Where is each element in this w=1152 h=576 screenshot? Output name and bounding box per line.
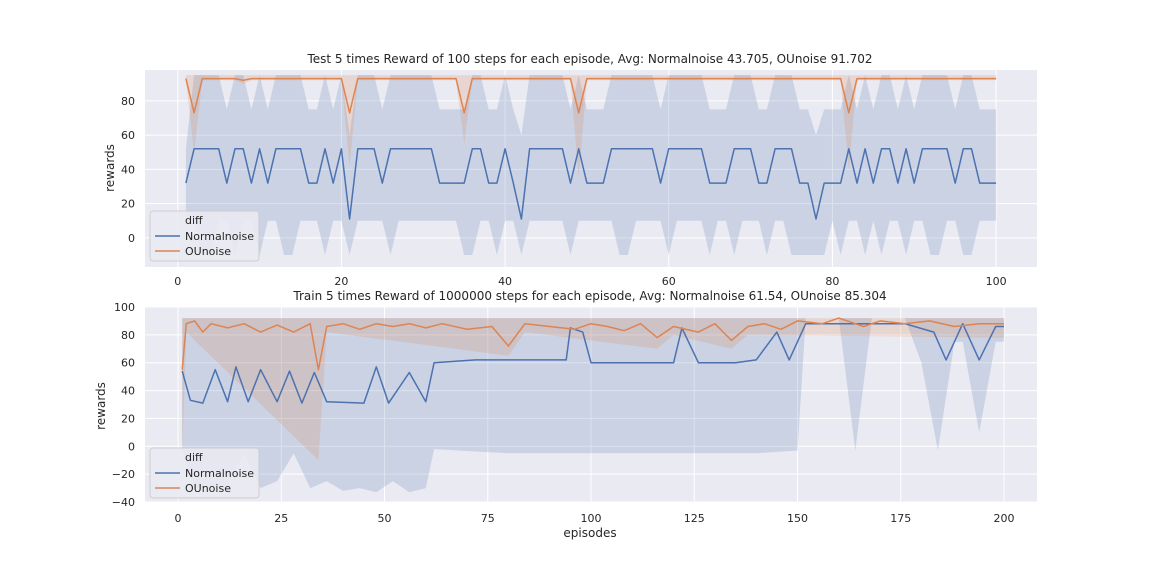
bottom-chart-x-tick-label: 175	[890, 512, 911, 525]
bottom-chart-y-tick-label: −40	[112, 496, 135, 509]
bottom-chart-x-tick-label: 25	[274, 512, 288, 525]
top-chart-legend-box	[149, 210, 260, 262]
top-chart-y-tick-label: 20	[121, 198, 135, 211]
top-chart-lines	[185, 77, 997, 220]
bottom-chart-x-tick-label: 150	[787, 512, 808, 525]
top-chart-band-normalnoise	[185, 75, 997, 255]
top-chart-y-tick-label: 60	[121, 129, 135, 142]
bottom-chart-legend-ou: OUnoise	[185, 482, 231, 495]
bottom-chart: Train 5 times Reward of 1000000 steps fo…	[94, 289, 1037, 540]
top-chart-grid	[145, 70, 1037, 267]
bottom-chart-y-ticks: −40 −20 0 20 40 60 80 100	[112, 301, 135, 509]
top-chart-line-ounoise	[185, 77, 997, 114]
bottom-chart-y-tick-label: −20	[112, 468, 135, 481]
top-chart-y-label: rewards	[103, 144, 117, 192]
bottom-chart-legend: diff Normalnoise OUnoise	[149, 447, 260, 499]
top-chart-plot-area	[145, 70, 1037, 267]
top-chart-y-ticks: 0 20 40 60 80	[121, 95, 135, 245]
top-chart-y-tick-label: 40	[121, 163, 135, 176]
bottom-chart-legend-box	[149, 447, 260, 499]
bottom-chart-line-ounoise	[181, 317, 1004, 371]
top-chart-y-tick-label: 0	[128, 232, 135, 245]
bottom-chart-x-label: episodes	[563, 526, 616, 540]
bottom-chart-x-tick-label: 0	[175, 512, 182, 525]
bottom-chart-y-tick-label: 20	[121, 412, 135, 425]
bottom-chart-bands	[182, 318, 1004, 493]
top-chart: Test 5 times Reward of 100 steps for eac…	[103, 52, 1037, 288]
bottom-chart-line-normalnoise	[181, 322, 1004, 404]
bottom-chart-y-tick-label: 100	[114, 301, 135, 314]
bottom-chart-y-label: rewards	[94, 382, 108, 430]
top-chart-legend-ou: OUnoise	[185, 245, 231, 258]
top-chart-legend: diff Normalnoise OUnoise	[149, 210, 260, 262]
bottom-chart-y-tick-label: 60	[121, 357, 135, 370]
top-chart-x-tick-label: 80	[825, 275, 839, 288]
top-chart-band-ounoise	[185, 75, 997, 178]
bottom-chart-x-ticks: 0 25 50 75 100 125 150 175 200	[175, 512, 1015, 525]
top-chart-x-tick-label: 100	[986, 275, 1007, 288]
top-chart-line-normalnoise	[185, 148, 997, 220]
top-chart-x-ticks: 0 20 40 60 80 100	[174, 275, 1006, 288]
bottom-chart-y-tick-label: 80	[121, 329, 135, 342]
top-chart-legend-normal: Normalnoise	[185, 230, 254, 243]
top-chart-x-tick-label: 20	[334, 275, 348, 288]
bottom-chart-legend-normal: Normalnoise	[185, 467, 254, 480]
bottom-chart-grid	[145, 306, 1037, 503]
bottom-chart-x-tick-label: 125	[684, 512, 705, 525]
top-chart-x-tick-label: 40	[498, 275, 512, 288]
top-chart-x-tick-label: 0	[174, 275, 181, 288]
bottom-chart-lines	[181, 317, 1004, 404]
top-chart-legend-title: diff	[185, 214, 203, 227]
top-chart-x-tick-label: 60	[662, 275, 676, 288]
top-chart-y-tick-label: 80	[121, 95, 135, 108]
bottom-chart-x-tick-label: 75	[481, 512, 495, 525]
bottom-chart-x-tick-label: 50	[378, 512, 392, 525]
top-chart-title: Test 5 times Reward of 100 steps for eac…	[306, 52, 872, 66]
bottom-chart-band-ounoise	[182, 318, 1004, 461]
bottom-chart-x-tick-label: 100	[581, 512, 602, 525]
bottom-chart-title: Train 5 times Reward of 1000000 steps fo…	[292, 289, 886, 303]
bottom-chart-legend-title: diff	[185, 451, 203, 464]
bottom-chart-y-tick-label: 0	[128, 440, 135, 453]
bottom-chart-band-normalnoise	[182, 318, 1004, 493]
bottom-chart-y-tick-label: 40	[121, 385, 135, 398]
top-chart-bands	[185, 75, 997, 255]
bottom-chart-x-tick-label: 200	[993, 512, 1014, 525]
